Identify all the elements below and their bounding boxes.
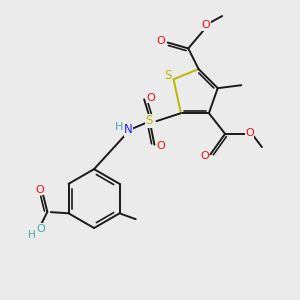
- Text: O: O: [202, 20, 211, 30]
- Text: O: O: [157, 36, 166, 46]
- Text: S: S: [146, 114, 153, 127]
- Text: H: H: [115, 122, 123, 132]
- Text: H: H: [28, 230, 36, 240]
- Text: O: O: [146, 93, 155, 103]
- Text: O: O: [245, 128, 254, 138]
- Text: N: N: [124, 123, 133, 136]
- Text: O: O: [200, 151, 209, 161]
- Text: O: O: [37, 224, 45, 234]
- Text: S: S: [165, 69, 172, 82]
- Text: O: O: [157, 142, 165, 152]
- Text: O: O: [35, 185, 44, 195]
